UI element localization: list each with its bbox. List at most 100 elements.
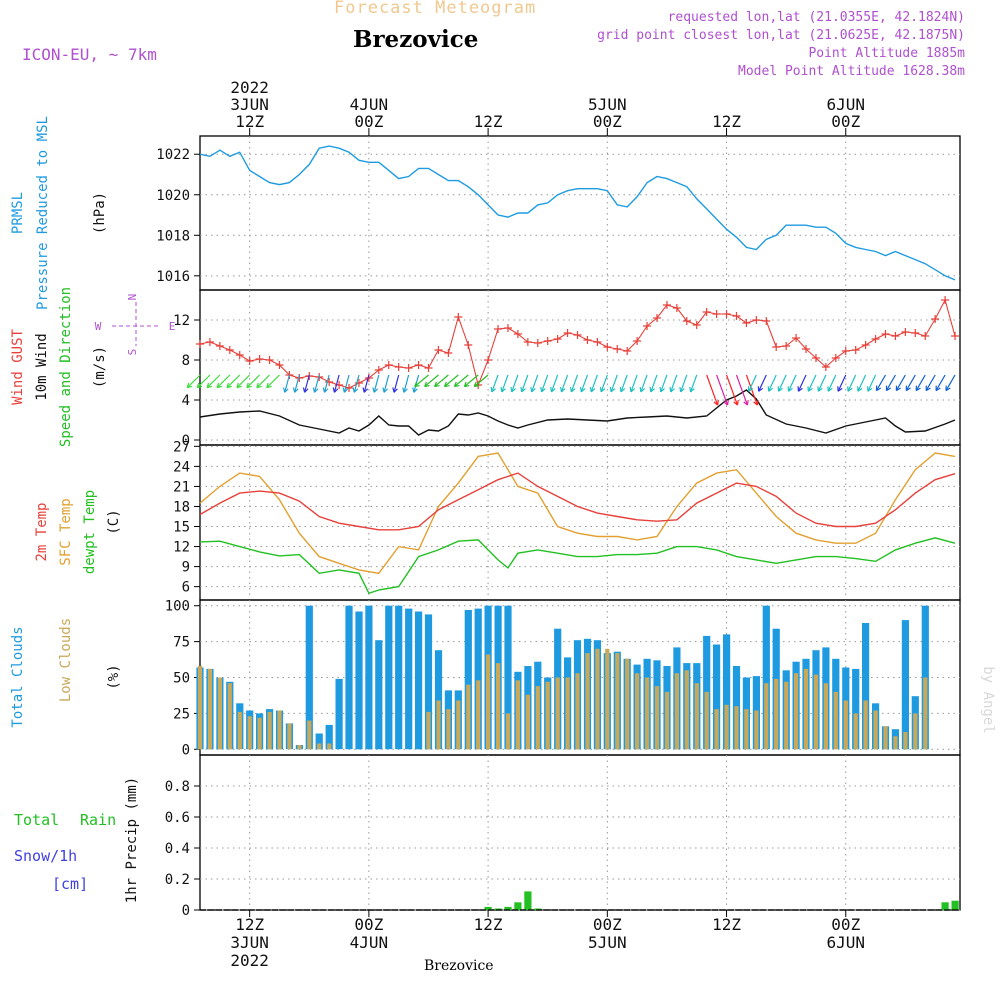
total-cloud-bar	[901, 620, 909, 750]
gust-marker	[911, 329, 920, 337]
temp-unit: (C)	[106, 509, 122, 534]
gust-marker	[921, 332, 930, 340]
wind-direction-arrow	[304, 374, 310, 393]
gust-marker	[722, 310, 731, 318]
model-label: ICON-EU, ~ 7km	[22, 45, 157, 64]
wind-direction-arrowhead	[246, 382, 252, 389]
total-cloud-bar	[862, 623, 870, 750]
low-cloud-bar	[764, 683, 769, 750]
top-time-label-hour: 12Z	[474, 112, 503, 131]
gust-marker	[811, 354, 820, 362]
low-cloud-bar	[446, 709, 451, 750]
gust-marker	[702, 308, 711, 316]
y-tick-label: 0.8	[165, 779, 190, 795]
wind-direction-arrow	[226, 374, 241, 389]
top-time-label-day: 4JUN	[350, 95, 389, 114]
gust-marker	[941, 296, 950, 304]
y-tick-label: 75	[173, 635, 190, 651]
wind-direction-arrow	[837, 374, 847, 392]
bottom-time-label-day: 3JUN	[230, 933, 269, 952]
wind-direction-arrowhead	[372, 387, 379, 393]
gust-marker	[444, 349, 453, 357]
wind-direction-arrow	[797, 374, 807, 392]
gust-marker	[275, 361, 284, 369]
gust-marker	[196, 340, 204, 348]
wind-direction-arrow	[640, 374, 648, 393]
gust-marker	[384, 361, 393, 369]
compass-south: S	[126, 349, 139, 356]
wind-direction-arrow	[570, 374, 579, 393]
low-cloud-bar	[654, 686, 660, 750]
wind-direction-arrowhead	[579, 386, 586, 393]
low-cloud-bar	[237, 711, 242, 750]
wind-direction-arrowhead	[935, 385, 941, 392]
bottom-time-label-hour: 00Z	[831, 915, 860, 934]
top-time-label-day: 6JUN	[826, 95, 865, 114]
wind-direction-arrowhead	[669, 386, 675, 393]
wind-10m-label: 10m Wind	[34, 333, 50, 400]
gust-marker	[394, 363, 403, 371]
temp-2m-line	[199, 472, 956, 531]
wind-direction-arrow	[333, 374, 340, 393]
precip-legend-rain: Rain	[80, 811, 116, 829]
low-cloud-bar	[496, 663, 501, 750]
top-title: Forecast Meteogram	[334, 0, 537, 18]
wind-direction-arrowhead	[256, 382, 262, 389]
y-tick-label: 1022	[156, 147, 190, 163]
y-tick-label: 27	[173, 439, 190, 455]
low-cloud-bar	[664, 691, 670, 750]
gust-marker	[374, 366, 383, 374]
gust-marker	[752, 316, 761, 324]
y-tick-label: 0.6	[165, 810, 190, 826]
pressure-line	[199, 145, 956, 281]
y-tick-label: 100	[165, 599, 190, 615]
wind-direction-arrow	[236, 374, 251, 389]
y-tick-label: 0.4	[165, 841, 190, 857]
low-cloud-bar	[754, 710, 759, 750]
gust-marker	[692, 321, 701, 329]
compass-north: N	[126, 294, 139, 301]
y-tick-label: 12	[173, 313, 190, 329]
y-tick-label: 8	[182, 353, 190, 369]
location-title: Brezovice	[353, 26, 479, 53]
wind-direction-arrowhead	[757, 386, 764, 392]
wind-direction-arrow	[550, 374, 559, 393]
low-cloud-bar	[436, 700, 441, 750]
watermark: by Angel	[980, 666, 996, 733]
wind-direction-arrowhead	[186, 382, 193, 389]
gust-marker	[583, 336, 592, 344]
wind-direction-arrowhead	[530, 386, 536, 393]
wind-direction-arrow	[885, 374, 896, 391]
low-cloud-bar	[466, 684, 471, 750]
total-cloud-bar	[345, 605, 353, 750]
low-cloud-bar	[297, 745, 302, 750]
wind-direction-arrowhead	[500, 386, 506, 393]
gust-marker	[245, 357, 254, 365]
total-cloud-bar	[921, 605, 929, 750]
total-cloud-bar	[424, 614, 433, 750]
clouds-unit: (%)	[106, 664, 122, 689]
grid-point-coords: grid point closest lon,lat (21.0625E, 42…	[597, 28, 965, 43]
wind-direction-arrow	[945, 374, 956, 391]
wind-direction-arrowhead	[629, 386, 636, 393]
temp-2m-label: 2m Temp	[34, 502, 50, 561]
total-cloud-bar	[762, 605, 770, 750]
gust-marker	[652, 314, 661, 322]
wind-direction-arrow	[521, 374, 529, 393]
low-cloud-bar	[307, 720, 312, 750]
gust-marker	[553, 335, 562, 343]
wind-direction-arrow	[580, 374, 589, 393]
wind-direction-arrow	[758, 374, 767, 392]
wind-direction-arrowhead	[412, 387, 418, 393]
wind-direction-arrowhead	[837, 386, 843, 392]
wind-unit: (m/s)	[92, 346, 108, 388]
wind-direction-arrow	[444, 374, 459, 388]
wind-direction-arrow	[463, 374, 479, 388]
low-cloud-bar	[525, 694, 530, 750]
gust-marker	[682, 317, 691, 325]
low-cloud-bar	[267, 711, 272, 750]
top-time-label-day: 3JUN	[230, 95, 269, 114]
low-cloud-bar	[694, 683, 699, 750]
y-tick-label: 0	[182, 742, 190, 758]
gust-marker	[454, 313, 463, 321]
